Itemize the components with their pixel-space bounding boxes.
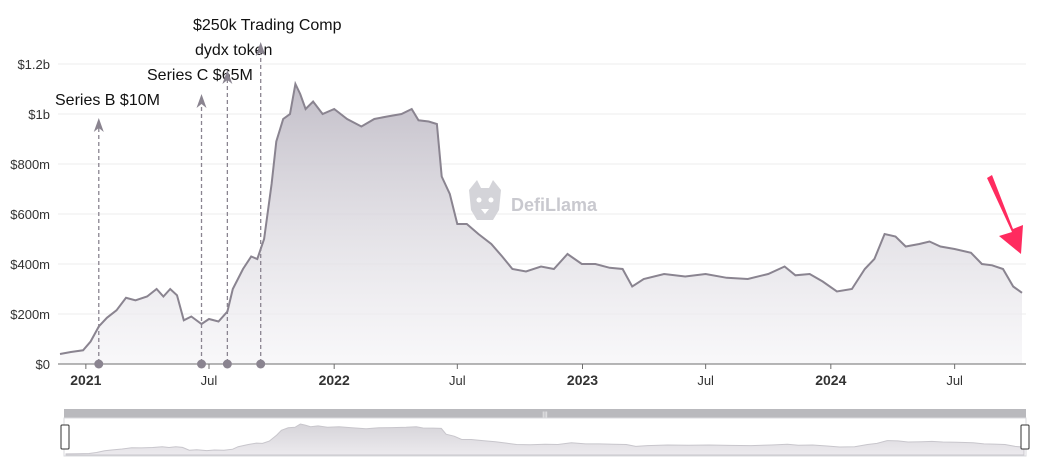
pink-arrow-icon xyxy=(987,175,1023,254)
y-axis: $0 $200m $400m $600m $800m $1b $1.2b xyxy=(10,57,50,372)
annotation-marker xyxy=(222,359,232,369)
navigator-top-bar[interactable] xyxy=(64,409,1026,418)
annotation-label: $250k Trading Comp xyxy=(193,17,342,34)
y-tick-label: $800m xyxy=(10,157,50,172)
llama-logo-icon xyxy=(469,180,501,220)
annotation-label: Series C $65M xyxy=(147,67,253,84)
annotation-label: Series B $10M xyxy=(55,92,160,109)
x-tick-label: Jul xyxy=(946,373,963,388)
x-axis: 2021 Jul 2022 Jul 2023 Jul 2024 Jul xyxy=(70,364,963,388)
watermark-text: DefiLlama xyxy=(511,195,598,215)
y-tick-label: $200m xyxy=(10,307,50,322)
tvl-line xyxy=(59,80,1023,355)
annotation-arrowhead xyxy=(222,70,233,84)
annotation-arrowhead xyxy=(196,94,207,108)
annotation-arrowhead xyxy=(93,118,104,132)
y-tick-label: $400m xyxy=(10,257,50,272)
x-tick-label: 2024 xyxy=(815,372,846,388)
x-tick-label: 2023 xyxy=(567,372,598,388)
tvl-area xyxy=(60,84,1022,364)
x-tick-label: 2021 xyxy=(70,372,101,388)
annotation-marker xyxy=(94,359,104,369)
y-tick-label: $1b xyxy=(28,107,50,122)
x-tick-label: 2022 xyxy=(319,372,350,388)
navigator-area xyxy=(65,423,1025,456)
watermark: DefiLlama xyxy=(469,180,598,220)
range-navigator[interactable]: ||| xyxy=(60,409,1030,457)
annotation-label: dydx token xyxy=(195,42,272,59)
x-tick-label: Jul xyxy=(697,373,714,388)
y-tick-label: $1.2b xyxy=(17,57,50,72)
navigator-grip[interactable]: ||| xyxy=(542,412,548,419)
annotation-marker xyxy=(197,359,207,369)
x-tick-label: Jul xyxy=(201,373,218,388)
event-annotations: Series B $10M Series C $65M dydx token $250… xyxy=(55,17,342,369)
navigator-right-handle[interactable] xyxy=(1020,424,1030,450)
y-tick-label: $0 xyxy=(36,357,50,372)
annotation-arrowhead xyxy=(255,42,266,56)
annotation-marker xyxy=(256,359,266,369)
navigator-left-handle[interactable] xyxy=(60,424,70,450)
y-tick-label: $600m xyxy=(10,207,50,222)
x-tick-label: Jul xyxy=(449,373,466,388)
